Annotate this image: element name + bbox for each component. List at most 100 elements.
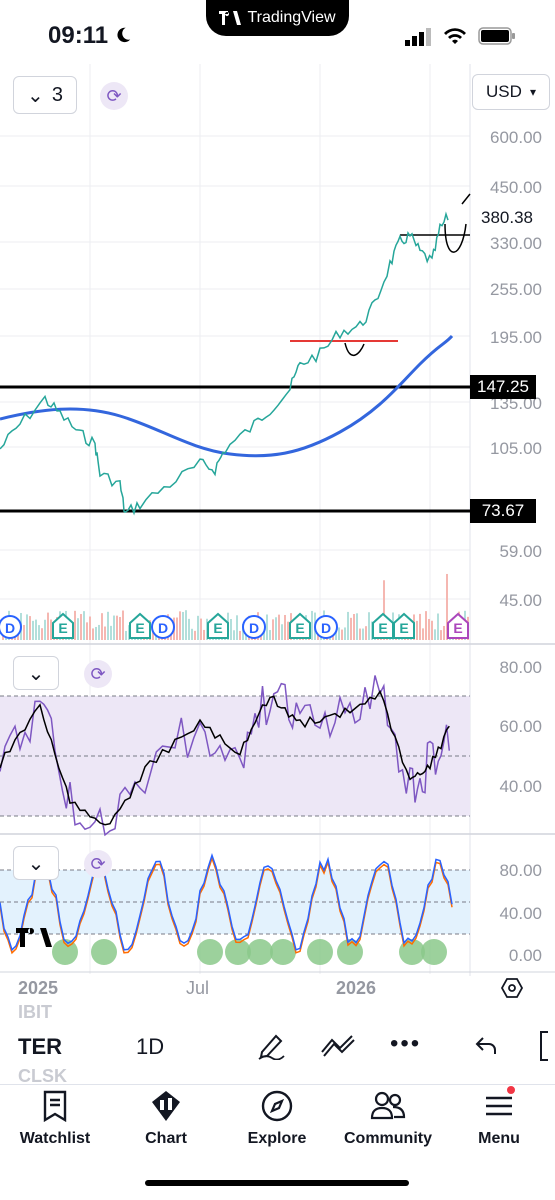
earnings-marker[interactable]: E <box>393 612 415 639</box>
volume-bar <box>194 630 196 640</box>
oversold-highlight <box>270 939 296 965</box>
home-indicator <box>145 1180 409 1186</box>
volume-bar <box>29 616 31 640</box>
price-tick: 59.00 <box>499 542 542 561</box>
dividend-marker[interactable]: D <box>242 615 266 639</box>
ghost-symbol: CLSK <box>18 1066 67 1086</box>
rsi-ma-line <box>0 689 450 826</box>
volume-bar <box>275 617 277 640</box>
symbol-button[interactable]: TER <box>18 1034 62 1059</box>
volume-bar <box>77 618 79 640</box>
drawn-arrow-annotation[interactable] <box>444 193 471 253</box>
volume-bar <box>347 611 349 640</box>
trend-lines-icon[interactable] <box>320 1032 356 1058</box>
stoch-tick: 40.00 <box>499 904 542 923</box>
nav-label: Explore <box>247 1130 307 1147</box>
volume-bar <box>176 617 178 640</box>
volume-bar <box>188 618 190 640</box>
tradingview-logo-icon <box>219 11 242 25</box>
volume-bar <box>440 630 442 640</box>
community-icon <box>370 1091 406 1120</box>
nav-chart[interactable]: Chart <box>111 1090 221 1160</box>
refresh-icon[interactable]: ⟳ <box>100 82 128 110</box>
time-tick: 2026 <box>336 978 377 998</box>
earnings-marker[interactable]: E <box>207 612 229 639</box>
volume-bar <box>104 626 106 640</box>
dividend-marker[interactable]: D <box>151 615 175 639</box>
stoch-refresh-icon[interactable]: ⟳ <box>84 850 112 878</box>
svg-text:E: E <box>399 620 408 636</box>
svg-text:E: E <box>295 620 304 636</box>
tradingview-watermark-icon <box>16 928 52 947</box>
level-badge-lower: 73.67 <box>470 499 536 523</box>
earnings-marker[interactable]: E <box>52 612 74 639</box>
volume-bar <box>83 611 85 640</box>
earnings-marker[interactable]: E <box>129 612 151 639</box>
volume-bar <box>230 619 232 640</box>
svg-text:D: D <box>321 620 331 636</box>
volume-bar <box>284 614 286 640</box>
wifi-icon <box>444 28 466 44</box>
volume-bar <box>266 614 268 640</box>
volume-bar <box>179 611 181 640</box>
drawn-curve-annotation[interactable] <box>344 342 365 356</box>
earnings-marker[interactable]: E <box>372 612 394 639</box>
volume-bar <box>89 616 91 640</box>
earnings-marker-upcoming[interactable]: E <box>447 612 469 639</box>
volume-bar <box>113 615 115 640</box>
rsi-refresh-icon[interactable]: ⟳ <box>84 660 112 688</box>
stoch-collapse-button[interactable]: ⌄ <box>13 846 59 880</box>
undo-icon[interactable] <box>474 1034 498 1058</box>
rsi-tick: 60.00 <box>499 717 542 736</box>
oversold-highlight <box>91 939 117 965</box>
settings-hexagon-icon[interactable] <box>500 976 524 1000</box>
moving-average-line <box>0 334 454 458</box>
volume-bar <box>242 624 244 640</box>
nav-watchlist[interactable]: Watchlist <box>0 1090 110 1160</box>
volume-bar <box>281 624 283 640</box>
nav-explore[interactable]: Explore <box>222 1090 332 1160</box>
oversold-highlight <box>421 939 447 965</box>
interval-button[interactable]: 1D <box>136 1034 165 1059</box>
rsi-line <box>0 675 451 837</box>
nav-label: Community <box>344 1130 432 1147</box>
volume-bar <box>41 628 43 640</box>
layout-dropdown-button[interactable]: ⌄ 3 <box>13 76 77 114</box>
time-tick: 2025 <box>18 978 59 998</box>
volume-bar <box>95 626 97 640</box>
nav-menu[interactable]: Menu <box>444 1086 554 1160</box>
volume-bar <box>341 629 343 640</box>
status-time: 09:11 <box>48 22 109 49</box>
more-icon[interactable]: ••• <box>390 1030 422 1057</box>
volume-bar <box>92 628 94 640</box>
volume-bar <box>425 611 427 640</box>
dividend-marker[interactable]: D <box>314 615 338 639</box>
earnings-marker[interactable]: E <box>289 612 311 639</box>
volume-bar <box>122 610 124 640</box>
volume-bar <box>116 615 118 640</box>
battery-icon <box>478 27 515 45</box>
stoch-tick: 80.00 <box>499 861 542 880</box>
draw-pen-icon[interactable] <box>256 1030 288 1060</box>
price-tick: 330.00 <box>490 234 542 253</box>
currency-dropdown[interactable]: USD ▾ <box>472 74 550 110</box>
rsi-collapse-button[interactable]: ⌄ <box>13 656 59 690</box>
volume-bar <box>233 630 235 640</box>
dividend-marker[interactable]: D <box>0 615 22 639</box>
svg-text:E: E <box>378 620 387 636</box>
level-badge-upper: 147.25 <box>470 375 536 399</box>
chevron-down-icon: ▾ <box>529 85 536 99</box>
volume-bar <box>38 625 40 640</box>
chevron-down-icon: ⌄ <box>27 852 45 875</box>
nav-community[interactable]: Community <box>333 1090 443 1160</box>
fullscreen-icon[interactable] <box>536 1030 555 1062</box>
oversold-highlight <box>197 939 223 965</box>
volume-bar <box>344 627 346 640</box>
volume-bar <box>86 622 88 640</box>
volume-bar <box>101 613 103 640</box>
volume-bar <box>383 580 385 640</box>
svg-text:E: E <box>213 620 222 636</box>
price-tick: 600.00 <box>490 128 542 147</box>
